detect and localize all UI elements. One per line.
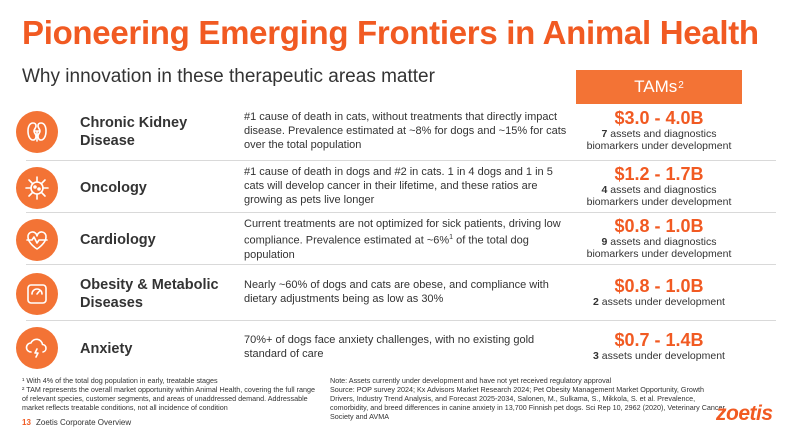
page-subtitle: Why innovation in these therapeutic area… [22,66,435,87]
description-text: of the total dog population [244,234,529,261]
assets-count: 4 [601,184,608,196]
tam-cell: $3.0 - 4.0B 7 assets and diagnostics bio… [576,108,742,152]
tam-column-header: TAMs 2 [576,70,742,104]
page-title: Pioneering Emerging Frontiers in Animal … [22,14,759,51]
tam-cell: $0.7 - 1.4B 3 assets under development [576,330,742,362]
row-description: 70%+ of dogs face anxiety challenges, wi… [244,334,535,360]
page-number: 13 [22,418,31,427]
tam-value: $3.0 - 4.0B [614,108,704,128]
tam-value: $0.7 - 1.4B [614,330,704,350]
row-title: Anxiety [80,341,133,357]
footnote-2: ² TAM represents the overall market oppo… [22,385,315,412]
tam-value: $0.8 - 1.0B [614,276,704,296]
assets-count: 2 [593,296,599,308]
assets-text: assets and diagnostics biomarkers under … [586,236,732,260]
tam-cell: $1.2 - 1.7B 4 assets and diagnostics bio… [576,164,742,208]
page-label: Zoetis Corporate Overview [36,418,132,427]
row-obesity-metabolic: Obesity & Metabolic Diseases Nearly ~60%… [16,268,776,320]
zoetis-logo: zoetis [716,402,773,425]
source-note: Note: Assets currently under development… [330,376,725,421]
assets-count: 7 [601,128,608,140]
tam-value: $1.2 - 1.7B [614,164,704,184]
row-anxiety: Anxiety 70%+ of dogs face anxiety challe… [16,322,776,374]
description-text: Current treatments are not optimized for… [244,218,561,247]
row-divider [26,160,776,161]
assets-caption: 7 assets and diagnostics biomarkers unde… [576,128,742,152]
row-description: Nearly ~60% of dogs and cats are obese, … [244,279,549,305]
tam-cell: $0.8 - 1.0B 9 assets and diagnostics bio… [576,216,742,260]
row-title: Oncology [80,180,147,196]
row-description: #1 cause of death in cats, without treat… [244,111,567,151]
row-oncology: Oncology #1 cause of death in dogs and #… [16,162,776,214]
tam-value: $0.8 - 1.0B [614,216,704,236]
storm-cloud-icon [16,327,58,369]
assets-caption: 3 assets under development [576,350,742,362]
footnote-ref: 1 [449,234,454,241]
row-divider [26,320,776,321]
heartbeat-icon [16,219,58,261]
assets-text: assets and diagnostics biomarkers under … [586,128,732,152]
row-divider [26,264,776,265]
row-description: #1 cause of death in dogs and #2 in cats… [244,166,553,206]
row-title: Chronic Kidney Disease [80,115,188,149]
row-title: Obesity & Metabolic Diseases [80,277,219,311]
scale-icon [16,273,58,315]
assets-caption: 9 assets and diagnostics biomarkers unde… [576,236,742,260]
virus-icon [16,167,58,209]
tam-header-footnote-ref: 2 [678,79,684,91]
assets-text: assets under development [601,296,725,308]
row-divider [26,212,776,213]
assets-caption: 2 assets under development [576,296,742,308]
tam-cell: $0.8 - 1.0B 2 assets under development [576,276,742,308]
row-chronic-kidney-disease: Chronic Kidney Disease #1 cause of death… [16,106,776,158]
assets-caption: 4 assets and diagnostics biomarkers unde… [576,184,742,208]
footnote-1: ¹ With 4% of the total dog population in… [22,376,218,385]
footnotes: ¹ With 4% of the total dog population in… [22,376,322,412]
row-cardiology: Cardiology Current treatments are not op… [16,214,776,266]
assets-text: assets and diagnostics biomarkers under … [586,184,732,208]
assets-count: 9 [601,236,608,248]
assets-count: 3 [593,350,599,362]
tam-header-label: TAMs [634,77,678,96]
row-title: Cardiology [80,232,156,248]
assets-text: assets under development [601,350,725,362]
row-description: Current treatments are not optimized for… [244,217,574,262]
kidney-icon [16,111,58,153]
